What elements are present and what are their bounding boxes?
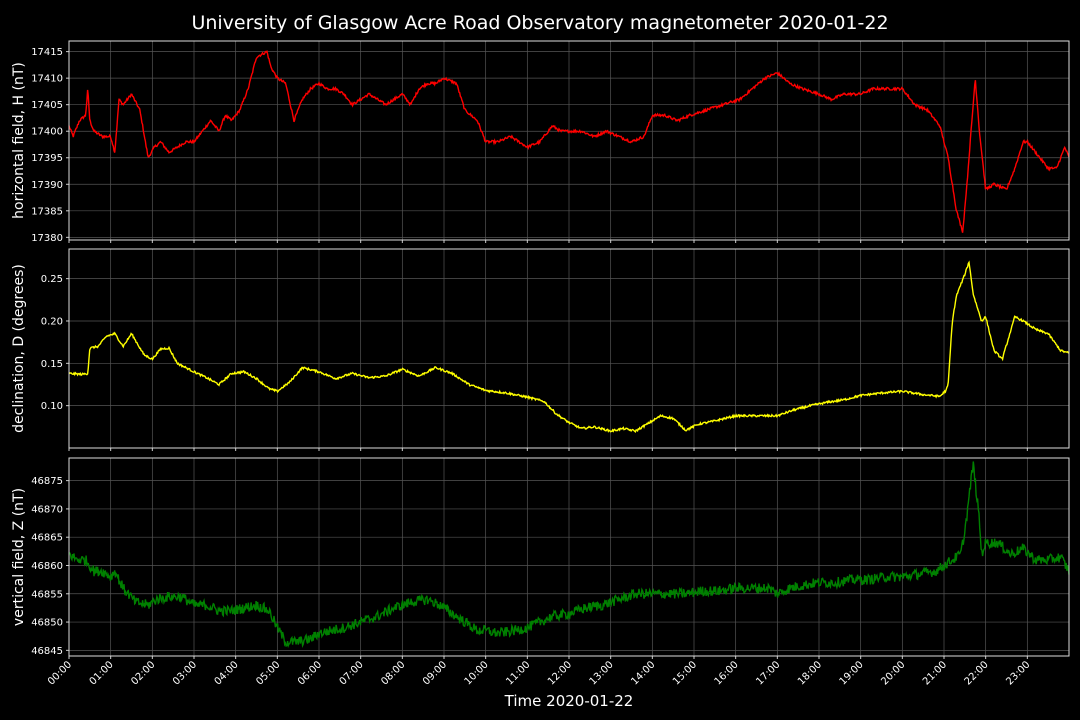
panel-z: 46845 46850 46855 46860 46865 46870 46875 verti… <box>11 457 1070 659</box>
y-tick-label: 17380 <box>31 233 63 244</box>
y-tick-label: 17405 <box>31 100 63 111</box>
y-tick-label: 17385 <box>31 206 63 217</box>
axes-frame <box>68 248 1070 449</box>
y-tick-label: 46850 <box>31 618 63 629</box>
panels: 17380 17385 17390 17395 17400 17405 17410 17415… <box>11 40 1070 659</box>
y-tick-label: 17395 <box>31 153 63 164</box>
y-axis-label: horizontal field, H (nT) <box>11 62 27 219</box>
panel-d: 0.10 0.15 0.20 0.25 declination, D (degrees) <box>11 248 1070 451</box>
y-tick-label: 0.20 <box>41 316 63 327</box>
y-axis-label: vertical field, Z (nT) <box>11 488 27 626</box>
series-line-d <box>68 260 1070 433</box>
y-tick-label: 46845 <box>31 646 63 657</box>
y-tick-label: 0.25 <box>41 274 63 285</box>
y-tick-label: 46865 <box>31 533 63 544</box>
panel-h: 17380 17385 17390 17395 17400 17405 17410 17415… <box>11 40 1070 244</box>
axes-frame <box>68 457 1070 657</box>
y-tick-label: 46875 <box>31 476 63 487</box>
x-axis-label: Time 2020-01-22 <box>504 692 634 710</box>
series-line-z <box>68 461 1070 649</box>
chart-title: University of Glasgow Acre Road Observat… <box>191 12 888 34</box>
y-tick-label: 0.10 <box>41 401 63 412</box>
y-tick-label: 17390 <box>31 180 63 191</box>
axes-frame <box>68 40 1070 241</box>
y-tick-label: 46870 <box>31 504 63 515</box>
y-tick-label: 17415 <box>31 47 63 58</box>
series-line-h <box>68 50 1070 233</box>
y-tick-label: 46860 <box>31 561 63 572</box>
y-tick-label: 46855 <box>31 589 63 600</box>
y-axis-label: declination, D (degrees) <box>11 264 27 433</box>
y-tick-label: 17400 <box>31 127 63 138</box>
y-tick-label: 0.15 <box>41 359 63 370</box>
y-tick-label: 17410 <box>31 74 63 85</box>
